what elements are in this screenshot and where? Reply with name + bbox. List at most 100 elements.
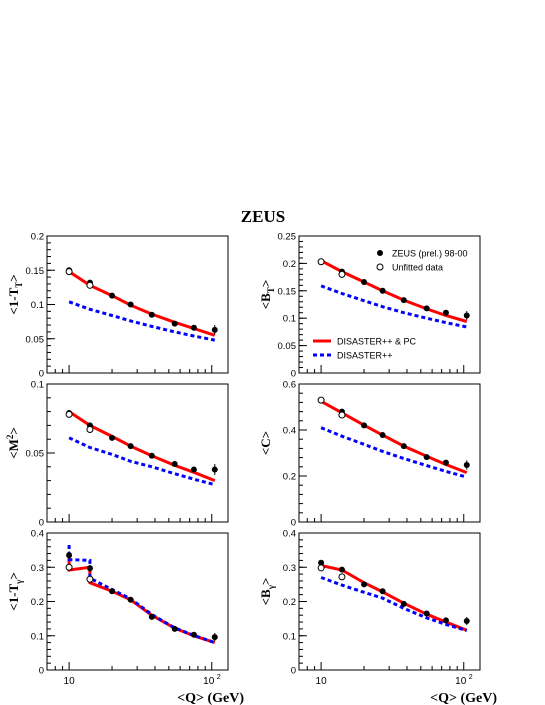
y-tick-label: 0 [39,518,44,529]
nlo-curve [320,426,468,479]
fit-curve [320,564,468,632]
data-point [442,617,449,624]
panel-2: 0 0.05 0.1 0.15 0.2 0.25 <BT> [258,232,481,380]
unfitted-point [317,396,325,404]
data-point [400,443,407,450]
data-point [338,566,345,573]
y-tick-label: 0.2 [31,232,44,243]
data-point [190,324,197,331]
panel-3: 0 0.05 0.1 <M2> [5,380,229,529]
data-point [127,596,134,603]
data-point [127,301,134,308]
data-point [442,459,449,466]
fit-curve [320,399,468,474]
y-tick-label: 0 [291,666,296,677]
y-tick-label: 0.1 [283,314,296,325]
data-point [211,634,218,641]
nlo-curve [68,436,216,487]
unfitted-point [338,270,346,278]
data-point [463,618,470,625]
y-tick-label: 0.05 [26,449,45,460]
data-point [86,565,93,572]
y-tick-label: 0.1 [283,631,296,642]
data-point [109,292,116,299]
y-axis-label: <1-Tγ> [6,572,24,611]
data-point [442,309,449,316]
unfitted-point [338,573,346,581]
y-tick-label: 0.1 [31,300,44,311]
y-axis-label: <C> [258,431,273,455]
legend-label: ZEUS (prel.) 98-00 [392,249,468,259]
x-tick-label: 10 [316,676,328,687]
unfitted-point [317,258,325,266]
y-axis-label: <Bγ> [258,578,276,606]
data-point [318,559,325,566]
y-tick-label: 0.05 [26,334,45,345]
y-tick-label: 0.25 [278,232,297,243]
data-point [361,422,368,429]
data-point [379,287,386,294]
panel-5: 00.10.20.30.410 10 2<1-Tγ> [6,529,229,687]
fit-curve [320,259,468,323]
data-point [463,461,470,468]
y-tick-label: 0.1 [31,380,44,391]
x-tick-label: 10 [203,676,215,687]
legend-label: Unfitted data [392,263,443,273]
panel-frame [46,235,229,374]
y-tick-label: 0 [291,369,296,380]
data-point [148,613,155,620]
unfitted-point [317,564,325,572]
data-point [361,279,368,286]
nlo-curve [67,545,216,645]
legend-label: DISASTER++ [337,351,393,361]
y-axis-label: <M2> [5,427,21,459]
x-axis-label-right: <Q> (GeV) [430,691,497,705]
data-point [148,452,155,459]
unfitted-point [86,281,94,289]
y-tick-label: 0 [39,369,44,380]
x-axis-label-left: <Q> (GeV) [177,691,244,705]
y-tick-label: 0.15 [26,266,45,277]
y-tick-label: 0.4 [283,426,296,437]
y-tick-label: 0.2 [283,472,296,483]
fit-curve [68,270,216,337]
data-point [423,454,430,461]
data-point [190,631,197,638]
figure-title: ZEUS [241,207,285,226]
y-tick-label: 0 [291,518,296,529]
legend-marker-filled [377,250,383,256]
data-point [66,552,73,559]
data-point [148,311,155,318]
data-point [361,581,368,588]
y-tick-label: 0.4 [283,529,296,540]
y-axis-label: <BT> [258,280,276,310]
x-tick-label-exponent: 2 [217,674,221,681]
y-axis-label: <1-TT> [6,274,24,314]
data-point [171,320,178,327]
unfitted-point [65,563,73,571]
unfitted-point [65,410,73,418]
panel-grid: 0 0.05 0.1 0.15 0.2 <1-TT> 0 0.05 0.1 0.15 0.2 0.25… [5,232,481,687]
y-tick-label: 0.15 [278,286,297,297]
legend-marker-open [376,263,384,271]
panel-4: 0 0.2 0.4 0.6 <C> [258,380,481,529]
legend: ZEUS (prel.) 98-00 Unfitted data DISASTER+… [313,249,468,361]
y-tick-label: 0.3 [31,563,44,574]
data-point [109,588,116,595]
x-tick-label: 10 [455,676,467,687]
data-point [400,600,407,607]
data-point [109,434,116,441]
panel-frame [46,383,229,523]
legend-label: DISASTER++ & PC [337,337,417,347]
data-point [423,305,430,312]
y-tick-label: 0.2 [283,597,296,608]
panel-frame [46,532,229,671]
y-tick-label: 0.3 [283,563,296,574]
y-tick-label: 0.05 [278,341,297,352]
nlo-curve [68,300,216,342]
data-point [463,312,470,319]
fit-curve [68,410,216,482]
y-tick-label: 0.6 [283,380,296,391]
data-point [171,461,178,468]
y-tick-label: 0.2 [283,259,296,270]
